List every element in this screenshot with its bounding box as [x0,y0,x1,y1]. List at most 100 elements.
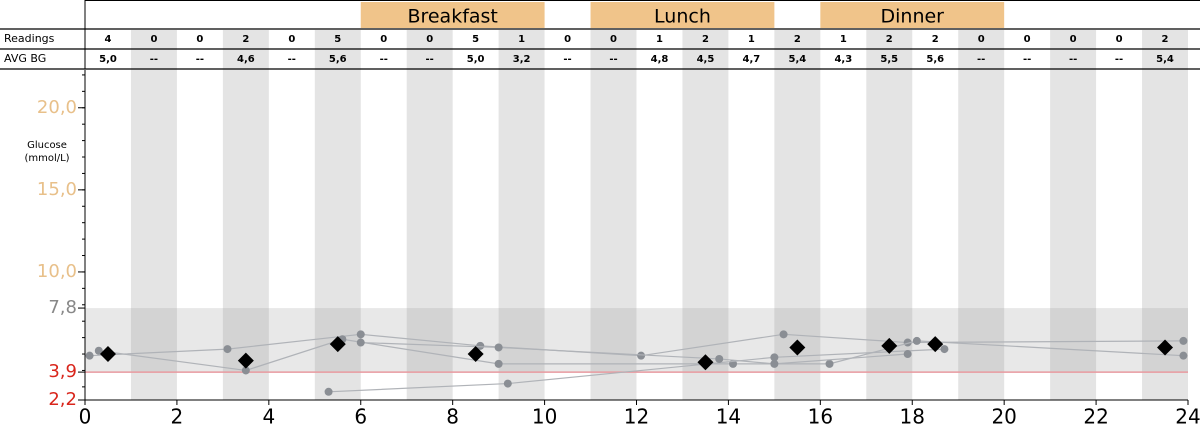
reading-dot [494,359,503,368]
table-cell: 2 [1162,34,1169,45]
meal-band [820,2,1005,28]
x-tick-label: 12 [624,405,649,429]
table-cell: 0 [380,34,387,45]
table-cell: 1 [748,34,755,45]
hour-shade [958,30,1005,400]
reading-dot [940,345,949,354]
table-cell: 0 [426,34,433,45]
table-cell: 5,6 [926,54,944,65]
table-cell: 5,0 [467,54,485,65]
reading-dot [356,338,365,347]
table-cell: 5 [472,34,479,45]
table-cell: 2 [886,34,893,45]
y-tick-label: 2,2 [48,389,77,410]
reading-dot [94,346,103,355]
reading-dot [85,351,94,360]
table-cell: -- [1023,54,1031,65]
table-cell: 4 [104,34,111,45]
reading-dot [779,330,788,339]
reading-dot [903,338,912,347]
target-range [85,308,1188,373]
table-cell: -- [426,54,434,65]
table-cell: 2 [242,34,249,45]
y-tick-label: 20,0 [37,97,77,118]
meal-band [590,2,775,28]
hour-shade [590,30,637,400]
table-cell: -- [977,54,985,65]
hour-shade [498,30,545,400]
reading-dot [912,336,921,345]
table-cell: 0 [1024,34,1031,45]
y-tick-label: 15,0 [37,179,77,200]
hour-shade [130,30,177,400]
average-marker [789,339,806,356]
x-tick-label: 6 [354,405,367,429]
reading-dot [637,351,646,360]
meal-label: Dinner [881,6,945,28]
table-cell: -- [1069,54,1077,65]
hour-shade [774,30,821,400]
table-cell: 5,6 [329,54,347,65]
table-cell: 1 [656,34,663,45]
y-axis-title-part: (mmol/L) [24,153,69,164]
table-cell: -- [288,54,296,65]
table-cell: 4,8 [651,54,669,65]
average-marker [927,336,944,353]
row-label: Readings [4,32,55,45]
table-cell: 2 [702,34,709,45]
x-tick-label: 22 [1083,405,1108,429]
x-tick-label: 24 [1175,405,1200,429]
table-cell: 2 [794,34,801,45]
y-tick-label: 10,0 [37,261,77,282]
reading-dot [494,343,503,352]
table-cell: -- [380,54,388,65]
reading-dot [770,359,779,368]
table-cell: 0 [196,34,203,45]
x-tick-label: 20 [991,405,1016,429]
reading-dot [324,387,333,396]
table-cell: -- [609,54,617,65]
y-axis-title-part: Glucose [27,140,67,151]
x-tick-label: 2 [171,405,184,429]
table-cell: 3,2 [513,54,531,65]
x-tick-label: 4 [262,405,275,429]
table-cell: 5,4 [1156,54,1174,65]
table-cell: 4,5 [697,54,715,65]
table-cell: 0 [150,34,157,45]
reading-dot [825,359,834,368]
hour-shade [1050,30,1097,400]
reading-dot [356,330,365,339]
trace-line [98,338,1184,372]
average-marker [329,336,346,353]
reading-dot [715,354,724,363]
average-marker [237,352,254,369]
reading-dot [476,341,485,350]
table-cell: 4,3 [834,54,852,65]
reading-dot [223,345,232,354]
x-tick-label: 16 [808,405,833,429]
table-cell: 4,6 [237,54,255,65]
average-marker [881,337,898,354]
table-cell: 2 [932,34,939,45]
average-marker [697,354,714,371]
table-cell: 1 [840,34,847,45]
table-cell: 5,5 [880,54,898,65]
table-cell: 5,0 [99,54,117,65]
reading-dot [1179,351,1188,360]
x-tick-label: 14 [716,405,741,429]
y-tick-label: 7,8 [48,297,77,318]
table-cell: 0 [1116,34,1123,45]
y-axis-title: Glucose (mmol/L) [24,140,69,164]
average-marker [1157,339,1174,356]
x-tick-label: 18 [900,405,925,429]
x-tick-label: 0 [79,405,92,429]
table-cell: 0 [978,34,985,45]
reading-dot [903,350,912,359]
average-marker [99,346,116,363]
table-cell: -- [196,54,204,65]
average-marker [467,346,484,363]
table-cell: 5 [334,34,341,45]
reading-dot [1179,336,1188,345]
reading-dot [770,353,779,362]
meal-band [360,2,545,28]
